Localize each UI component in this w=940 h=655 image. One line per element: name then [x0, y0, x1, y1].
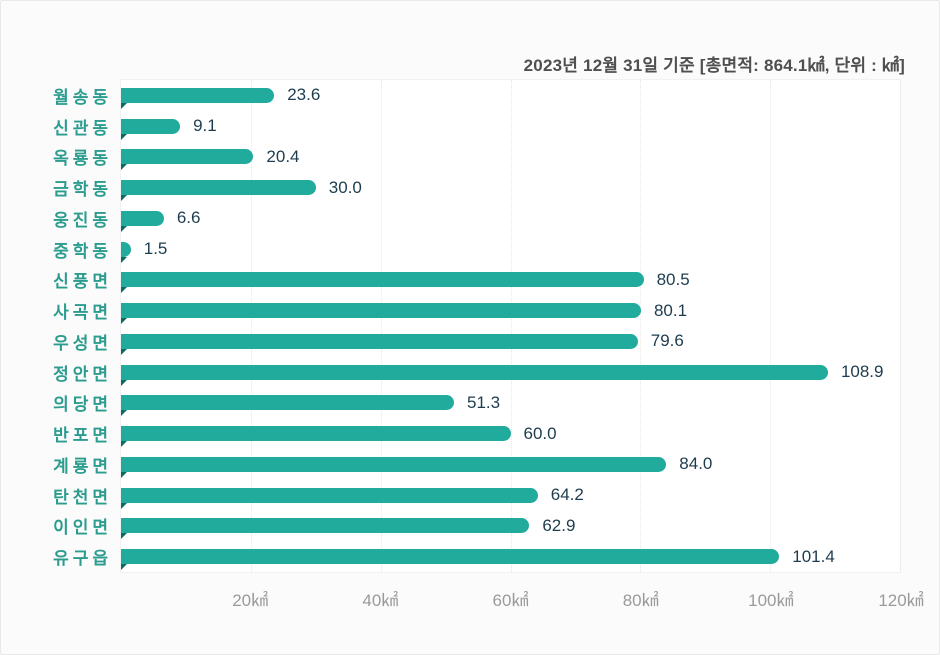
category-label: 웅진동	[53, 210, 112, 230]
bar	[121, 364, 828, 386]
category-label: 신관동	[53, 118, 112, 138]
category-label: 반포면	[53, 426, 112, 446]
bar-row: 신풍면 80.5	[53, 265, 900, 296]
bar	[121, 333, 638, 355]
value-label: 62.9	[542, 515, 576, 535]
category-label: 우성면	[53, 333, 112, 353]
category-label: 유구읍	[53, 549, 112, 569]
bar-tail	[121, 471, 127, 478]
plot-area: 월송동 23.6 신관동 9.1 옥룡동 20.4 금학동 30.0 웅진동 6.6 중학동 1.5 신…	[53, 79, 901, 573]
bar-row: 우성면 79.6	[53, 326, 900, 357]
category-label: 금학동	[53, 180, 112, 200]
bar	[121, 518, 530, 540]
value-label: 1.5	[143, 239, 168, 259]
x-tick-label: 100㎢	[748, 591, 794, 610]
value-label: 80.5	[656, 269, 690, 289]
bar	[121, 149, 254, 171]
x-tick-label: 80㎢	[622, 591, 659, 610]
category-label: 계룡면	[53, 456, 112, 476]
bar-tail	[121, 441, 127, 448]
gridline	[770, 80, 772, 572]
value-label: 84.0	[679, 454, 713, 474]
bar-tail	[121, 533, 127, 540]
category-label: 의당면	[53, 395, 112, 415]
category-label: 신풍면	[53, 272, 112, 292]
bar-row: 탄천면 64.2	[53, 480, 900, 511]
bar-row: 중학동 1.5	[53, 234, 900, 265]
value-label: 64.2	[550, 485, 584, 505]
bar-rows: 월송동 23.6 신관동 9.1 옥룡동 20.4 금학동 30.0 웅진동 6.6 중학동 1.5 신…	[53, 80, 900, 572]
bar-tail	[121, 164, 127, 171]
bar-row: 신관동 9.1	[53, 111, 900, 142]
bar	[121, 456, 667, 478]
bar-row: 금학동 30.0	[53, 172, 900, 203]
category-label: 중학동	[53, 241, 112, 261]
x-axis: 20㎢ 40㎢ 60㎢ 80㎢ 100㎢ 120㎢	[120, 586, 923, 610]
bar	[121, 272, 644, 294]
gridline	[380, 80, 382, 572]
bar	[121, 180, 316, 202]
bar-row: 반포면 60.0	[53, 418, 900, 449]
x-tick-label: 20㎢	[232, 591, 269, 610]
gridline	[900, 80, 901, 572]
x-tick-label: 120㎢	[878, 591, 924, 610]
value-label: 51.3	[467, 392, 501, 412]
value-label: 6.6	[176, 208, 201, 228]
bar-row: 옥룡동 20.4	[53, 142, 900, 173]
gridline	[640, 80, 642, 572]
category-label: 사곡면	[53, 303, 112, 323]
bar-tail	[121, 133, 127, 140]
value-label: 108.9	[840, 362, 884, 382]
bar	[121, 426, 511, 448]
value-label: 60.0	[523, 423, 557, 443]
bar-tail	[121, 287, 127, 294]
bar-row: 사곡면 80.1	[53, 295, 900, 326]
bar-row: 유구읍 101.4	[53, 541, 900, 572]
value-label: 79.6	[650, 331, 684, 351]
bar-tail	[121, 502, 127, 509]
bar	[121, 303, 641, 325]
value-label: 101.4	[792, 546, 835, 566]
bar-row: 월송동 23.6	[53, 80, 900, 111]
gridline	[250, 80, 252, 572]
bar	[121, 87, 275, 109]
category-label: 정안면	[53, 364, 112, 384]
chart-caption: 2023년 12월 31일 기준 [총면적: 864.1㎢, 단위 : ㎢]	[523, 56, 905, 75]
value-label: 23.6	[287, 85, 321, 105]
bar-tail	[121, 225, 127, 232]
bar-tail	[121, 102, 127, 109]
bar-row: 계룡면 84.0	[53, 449, 900, 480]
bar-tail	[121, 256, 127, 263]
bar-row: 웅진동 6.6	[53, 203, 900, 234]
value-label: 9.1	[193, 116, 217, 136]
bar-row: 이인면 62.9	[53, 511, 900, 542]
bar-tail	[121, 195, 127, 202]
gridline	[510, 80, 512, 572]
category-label: 옥룡동	[53, 149, 112, 169]
bar	[121, 395, 455, 417]
bar-row: 정안면 108.9	[53, 357, 900, 388]
x-tick-label: 40㎢	[362, 591, 399, 610]
value-label: 20.4	[266, 146, 300, 166]
value-label: 30.0	[328, 177, 362, 197]
bar-row: 의당면 51.3	[53, 388, 900, 419]
bar-tail	[121, 379, 127, 386]
bar-tail	[121, 564, 127, 571]
category-label: 이인면	[53, 518, 112, 538]
bar	[121, 210, 164, 232]
category-label: 탄천면	[53, 487, 112, 507]
bar	[121, 241, 131, 263]
x-tick-label: 60㎢	[492, 591, 529, 610]
bar	[121, 118, 181, 140]
bar-tail	[121, 410, 127, 417]
bar-tail	[121, 318, 127, 325]
category-label: 월송동	[53, 87, 112, 107]
bar	[121, 487, 538, 509]
bar	[121, 549, 780, 571]
bar-tail	[121, 348, 127, 355]
value-label: 80.1	[653, 300, 688, 320]
